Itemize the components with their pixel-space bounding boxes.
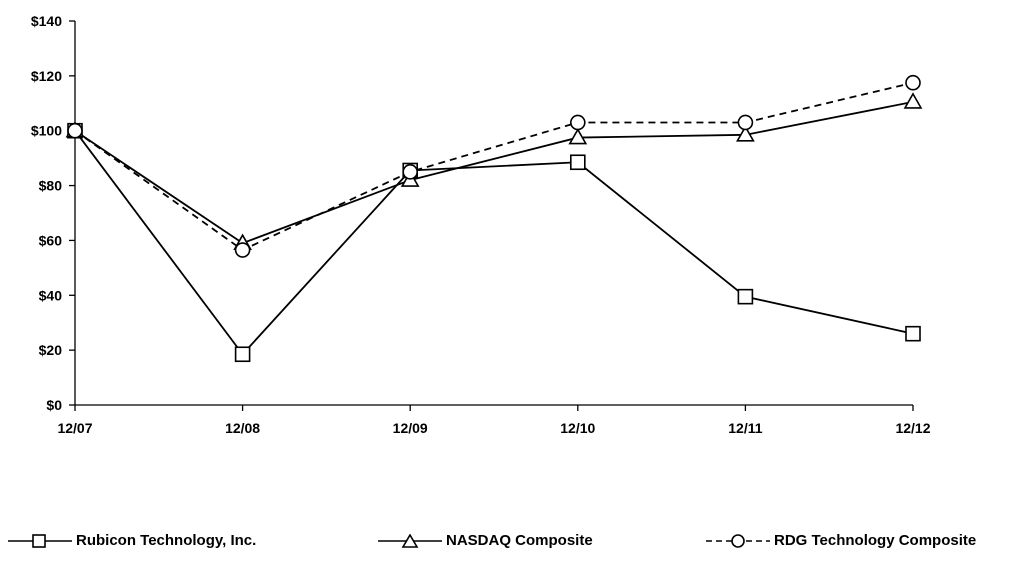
marker-square-0 <box>234 346 251 363</box>
legend-swatch-square-icon <box>8 533 72 548</box>
marker-triangle-1 <box>736 125 755 142</box>
marker-circle-2 <box>234 242 251 258</box>
marker-square-0 <box>569 154 586 171</box>
legend-label-rdg: RDG Technology Composite <box>774 532 977 549</box>
marker-circle-2 <box>905 74 921 91</box>
y-tick-label: $20 <box>39 342 63 358</box>
x-tick-label: 12/10 <box>560 420 595 436</box>
marker-circle-2 <box>402 164 419 180</box>
x-tick-label: 12/07 <box>57 420 92 436</box>
y-tick-label: $100 <box>31 123 62 139</box>
series-line-0 <box>74 130 914 356</box>
legend: Rubicon Technology, Inc. NASDAQ Composit… <box>0 532 1018 562</box>
y-tick-label: $120 <box>31 68 62 84</box>
marker-triangle-1 <box>568 127 588 145</box>
legend-label-rubicon: Rubicon Technology, Inc. <box>76 532 257 549</box>
y-tick-label: $40 <box>39 287 63 303</box>
y-tick-label: $0 <box>46 397 62 413</box>
y-tick-label: $140 <box>31 13 62 29</box>
marker-triangle-1 <box>903 92 923 109</box>
series-line-1 <box>74 101 914 245</box>
y-tick-label: $80 <box>39 178 63 194</box>
legend-label-nasdaq: NASDAQ Composite <box>446 532 593 549</box>
x-tick-label: 12/08 <box>225 420 260 436</box>
marker-square-0 <box>905 325 921 342</box>
legend-item-rdg: RDG Technology Composite <box>706 532 976 549</box>
x-tick-label: 12/12 <box>895 420 930 436</box>
y-tick-label: $60 <box>39 232 63 248</box>
marker-circle-2 <box>67 122 83 139</box>
legend-swatch-circle-icon <box>706 533 770 548</box>
marker-square-0 <box>737 288 754 305</box>
marker-circle-2 <box>569 114 586 131</box>
x-tick-label: 12/09 <box>393 420 428 436</box>
x-tick-label: 12/11 <box>728 420 762 436</box>
legend-swatch-triangle-icon <box>378 533 442 548</box>
legend-item-rubicon: Rubicon Technology, Inc. <box>8 532 256 549</box>
series-line-2 <box>74 81 914 252</box>
legend-item-nasdaq: NASDAQ Composite <box>378 532 593 549</box>
marker-circle-2 <box>737 114 754 131</box>
